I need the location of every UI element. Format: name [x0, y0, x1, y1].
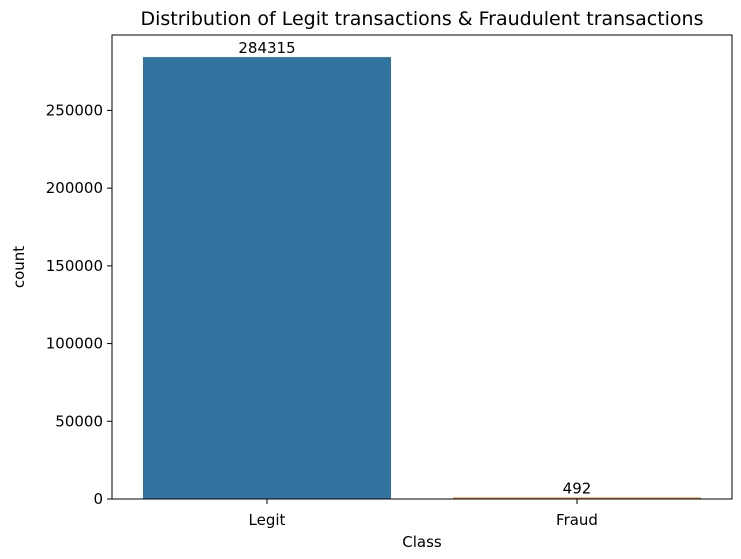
plot-frame: [111, 34, 733, 500]
y-axis-label: count: [10, 246, 28, 288]
bars-group: [143, 57, 701, 500]
y-axis-ticks: 0 50000 100000 150000 200000 250000: [46, 101, 112, 508]
y-tick-label: 200000: [46, 179, 103, 197]
data-label-legit: 284315: [238, 39, 295, 57]
data-label-fraud: 492: [563, 480, 592, 498]
y-tick-label: 50000: [55, 412, 103, 430]
data-labels-group: 284315 492: [238, 39, 591, 497]
x-tick-label: Fraud: [556, 511, 598, 529]
y-tick-label: 250000: [46, 101, 103, 119]
x-axis-ticks: Legit Fraud: [249, 499, 598, 529]
bar-legit: [143, 57, 391, 500]
y-tick-label: 150000: [46, 257, 103, 275]
chart-title: Distribution of Legit transactions & Fra…: [140, 8, 703, 30]
x-tick-label: Legit: [249, 511, 286, 529]
x-axis-label: Class: [402, 533, 442, 551]
bar-fraud: [453, 497, 701, 499]
y-tick-label: 0: [93, 490, 103, 508]
y-tick-label: 100000: [46, 335, 103, 353]
